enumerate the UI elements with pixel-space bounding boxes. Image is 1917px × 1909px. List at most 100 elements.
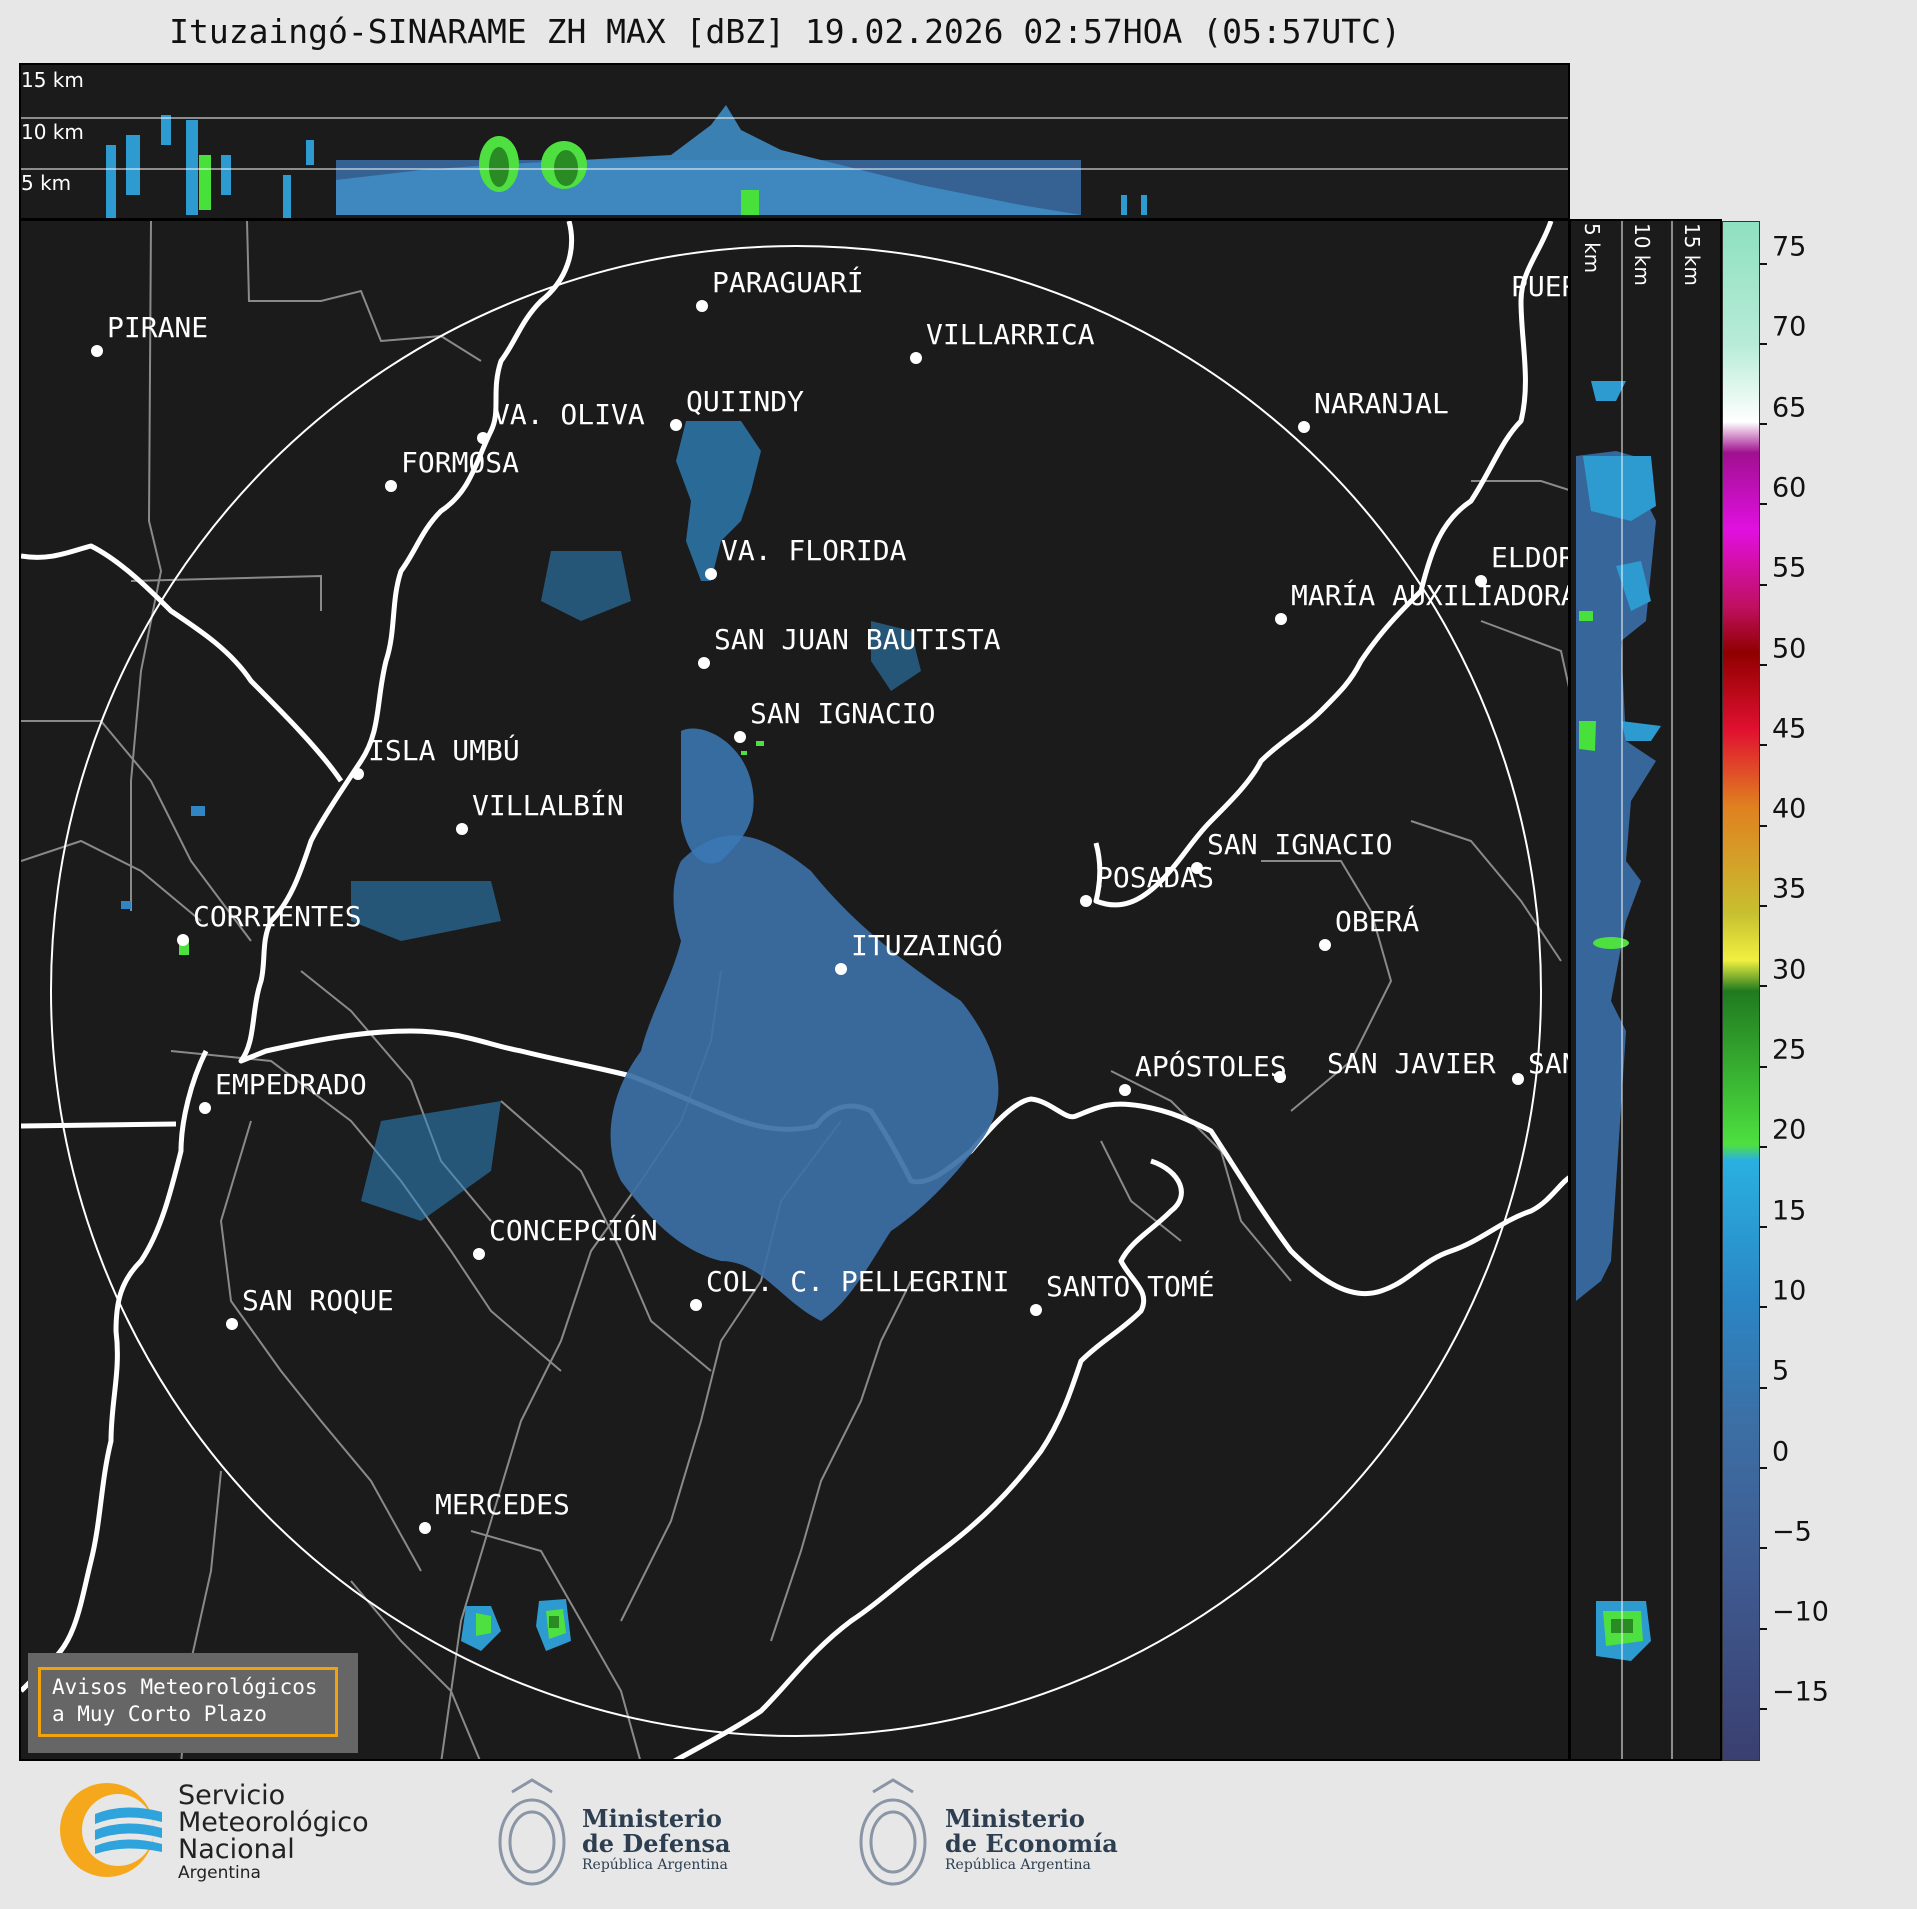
svg-text:ITUZAINGÓ: ITUZAINGÓ (851, 928, 1003, 962)
page-title: Ituzaingó-SINARAME ZH MAX [dBZ] 19.02.20… (169, 12, 1401, 51)
svg-text:SAN IGNACIO: SAN IGNACIO (1207, 828, 1392, 861)
svg-text:ELDORADO: ELDORADO (1491, 541, 1570, 574)
colorbar-tick: 35 (1760, 874, 1806, 920)
city-pirane: PIRANE (91, 311, 208, 357)
svg-text:COL. C. PELLEGRINI: COL. C. PELLEGRINI (706, 1265, 1009, 1298)
defensa-seal-icon (498, 1778, 566, 1886)
svg-text:SAN JUAN BAUTISTA: SAN JUAN BAUTISTA (714, 623, 1001, 656)
svg-text:VILLARRICA: VILLARRICA (926, 318, 1095, 351)
svg-text:QUIINDY: QUIINDY (686, 385, 804, 418)
city-paraguari: PARAGUARÍ (696, 265, 864, 312)
city-naranjal: NARANJAL (1298, 387, 1449, 433)
colorbar-tick: 40 (1760, 794, 1806, 840)
svg-text:SAN: SAN (1528, 1047, 1570, 1080)
city-posadas: POSADAS (1080, 861, 1214, 907)
radar-range-ring (50, 245, 1542, 1737)
logo-graphics (60, 1778, 927, 1886)
radar-echoes (121, 421, 999, 1651)
top-height-profile-panel: 15 km 10 km 5 km (19, 63, 1570, 220)
city-isla-umbu: ISLA UMBÚ (352, 733, 520, 780)
radar-map-panel: PARAGUARÍ VILLARRICA PIRANE QUIINDY VA. … (19, 219, 1570, 1761)
economia-logo-text: Ministerio de Economía República Argenti… (945, 1804, 1118, 1873)
colorbar-tick: 65 (1760, 392, 1806, 439)
svg-text:SAN ROQUE: SAN ROQUE (242, 1284, 394, 1317)
colorbar-tick: −10 (1760, 1597, 1829, 1643)
city-santo-tome: SANTO TOMÉ (1030, 1269, 1215, 1316)
city-markers: PARAGUARÍ VILLARRICA PIRANE QUIINDY VA. … (91, 265, 1570, 1534)
city-maria-auxiliadora: MARÍA AUXILIADORA (1275, 578, 1570, 625)
warning-line-2: a Muy Corto Plazo (52, 1702, 267, 1726)
city-va-oliva: VA. OLIVA (477, 398, 645, 444)
colorbar-tick: 5 (1760, 1356, 1789, 1402)
city-apostoles: APÓSTOLES (1119, 1049, 1287, 1096)
svg-text:SAN IGNACIO: SAN IGNACIO (750, 697, 935, 730)
height-label-10km-right: 10 km (1630, 223, 1654, 286)
city-mercedes: MERCEDES (419, 1488, 570, 1534)
city-san-juan-bautista: SAN JUAN BAUTISTA (698, 623, 1001, 669)
warning-box: Avisos Meteorológicos a Muy Corto Plazo (28, 1653, 358, 1753)
svg-text:FORMOSA: FORMOSA (401, 446, 519, 479)
city-obera: OBERÁ (1319, 904, 1419, 951)
svg-text:PUERTO: PUERTO (1511, 270, 1570, 303)
svg-text:PARAGUARÍ: PARAGUARÍ (712, 265, 864, 299)
colorbar-tick: 60 (1760, 472, 1806, 519)
svg-text:MARÍA AUXILIADORA: MARÍA AUXILIADORA (1291, 578, 1570, 612)
colorbar-tick: 45 (1760, 713, 1806, 760)
city-concepcion: CONCEPCIÓN (473, 1213, 658, 1260)
economia-seal-icon (859, 1778, 927, 1886)
city-san-roque: SAN ROQUE (226, 1284, 394, 1330)
city-villalbin: VILLALBÍN (456, 788, 624, 835)
warning-link[interactable]: Avisos Meteorológicos a Muy Corto Plazo (38, 1667, 338, 1737)
colorbar-tick: −15 (1760, 1677, 1829, 1723)
city-san-ignacio-ar: SAN IGNACIO (1191, 828, 1392, 874)
city-puerto: PUERTO (1511, 270, 1570, 303)
smn-logo-text: Servicio Meteorológico Nacional Argentin… (178, 1780, 369, 1883)
svg-text:VA. OLIVA: VA. OLIVA (493, 398, 645, 431)
svg-text:CONCEPCIÓN: CONCEPCIÓN (489, 1213, 658, 1247)
city-villarrica: VILLARRICA (910, 318, 1095, 364)
svg-text:MERCEDES: MERCEDES (435, 1488, 570, 1521)
height-label-15km: 15 km (21, 68, 84, 92)
height-label-5km-right: 5 km (1580, 223, 1604, 273)
smn-logo-icon (60, 1783, 162, 1877)
svg-text:CORRIENTES: CORRIENTES (193, 900, 362, 933)
top-reflectivity-echoes (106, 105, 1147, 218)
city-eldorado: ELDORADO (1475, 541, 1570, 587)
svg-text:SAN JAVIER: SAN JAVIER (1327, 1047, 1496, 1080)
colorbar-tick: 30 (1760, 954, 1806, 1001)
height-label-15km-right: 15 km (1680, 223, 1704, 286)
colorbar-tick: 50 (1760, 633, 1806, 680)
city-empedrado: EMPEDRADO (199, 1068, 367, 1114)
svg-text:ISLA UMBÚ: ISLA UMBÚ (368, 733, 520, 767)
colorbar-tick: 10 (1760, 1275, 1806, 1322)
city-san-ignacio-py: SAN IGNACIO (734, 697, 935, 743)
height-label-10km: 10 km (21, 120, 84, 144)
svg-text:APÓSTOLES: APÓSTOLES (1135, 1049, 1287, 1083)
colorbar-tick: 70 (1760, 312, 1806, 358)
colorbar-tick: 55 (1760, 553, 1806, 599)
svg-text:NARANJAL: NARANJAL (1314, 387, 1449, 420)
city-san-edge: SAN (1512, 1047, 1570, 1085)
right-reflectivity-echoes (1576, 381, 1661, 1661)
city-va-florida: VA. FLORIDA (705, 534, 907, 580)
city-formosa: FORMOSA (385, 446, 519, 492)
svg-text:POSADAS: POSADAS (1096, 861, 1214, 894)
colorbar-tick: 25 (1760, 1035, 1806, 1081)
colorbar-tick: −5 (1760, 1516, 1812, 1563)
colorbar-tick: 15 (1760, 1195, 1806, 1242)
svg-text:VA. FLORIDA: VA. FLORIDA (721, 534, 907, 567)
svg-text:OBERÁ: OBERÁ (1335, 904, 1419, 938)
defensa-logo-text: Ministerio de Defensa República Argentin… (582, 1804, 731, 1873)
international-borders (21, 221, 1568, 1759)
city-col-c-pellegrini: COL. C. PELLEGRINI (690, 1265, 1009, 1311)
colorbar-tick: 75 (1760, 232, 1806, 278)
dbz-colorbar (1722, 221, 1760, 1761)
height-label-5km: 5 km (21, 171, 71, 195)
city-san-javier: SAN JAVIER (1274, 1047, 1496, 1083)
colorbar-tick: 0 (1760, 1436, 1789, 1483)
city-corrientes: CORRIENTES (177, 900, 362, 946)
footer-logos: Servicio Meteorológico Nacional Argentin… (0, 1762, 1917, 1909)
svg-text:EMPEDRADO: EMPEDRADO (215, 1068, 367, 1101)
right-height-profile-panel: 5 km 10 km 15 km (1569, 219, 1722, 1761)
svg-text:PIRANE: PIRANE (107, 311, 208, 344)
